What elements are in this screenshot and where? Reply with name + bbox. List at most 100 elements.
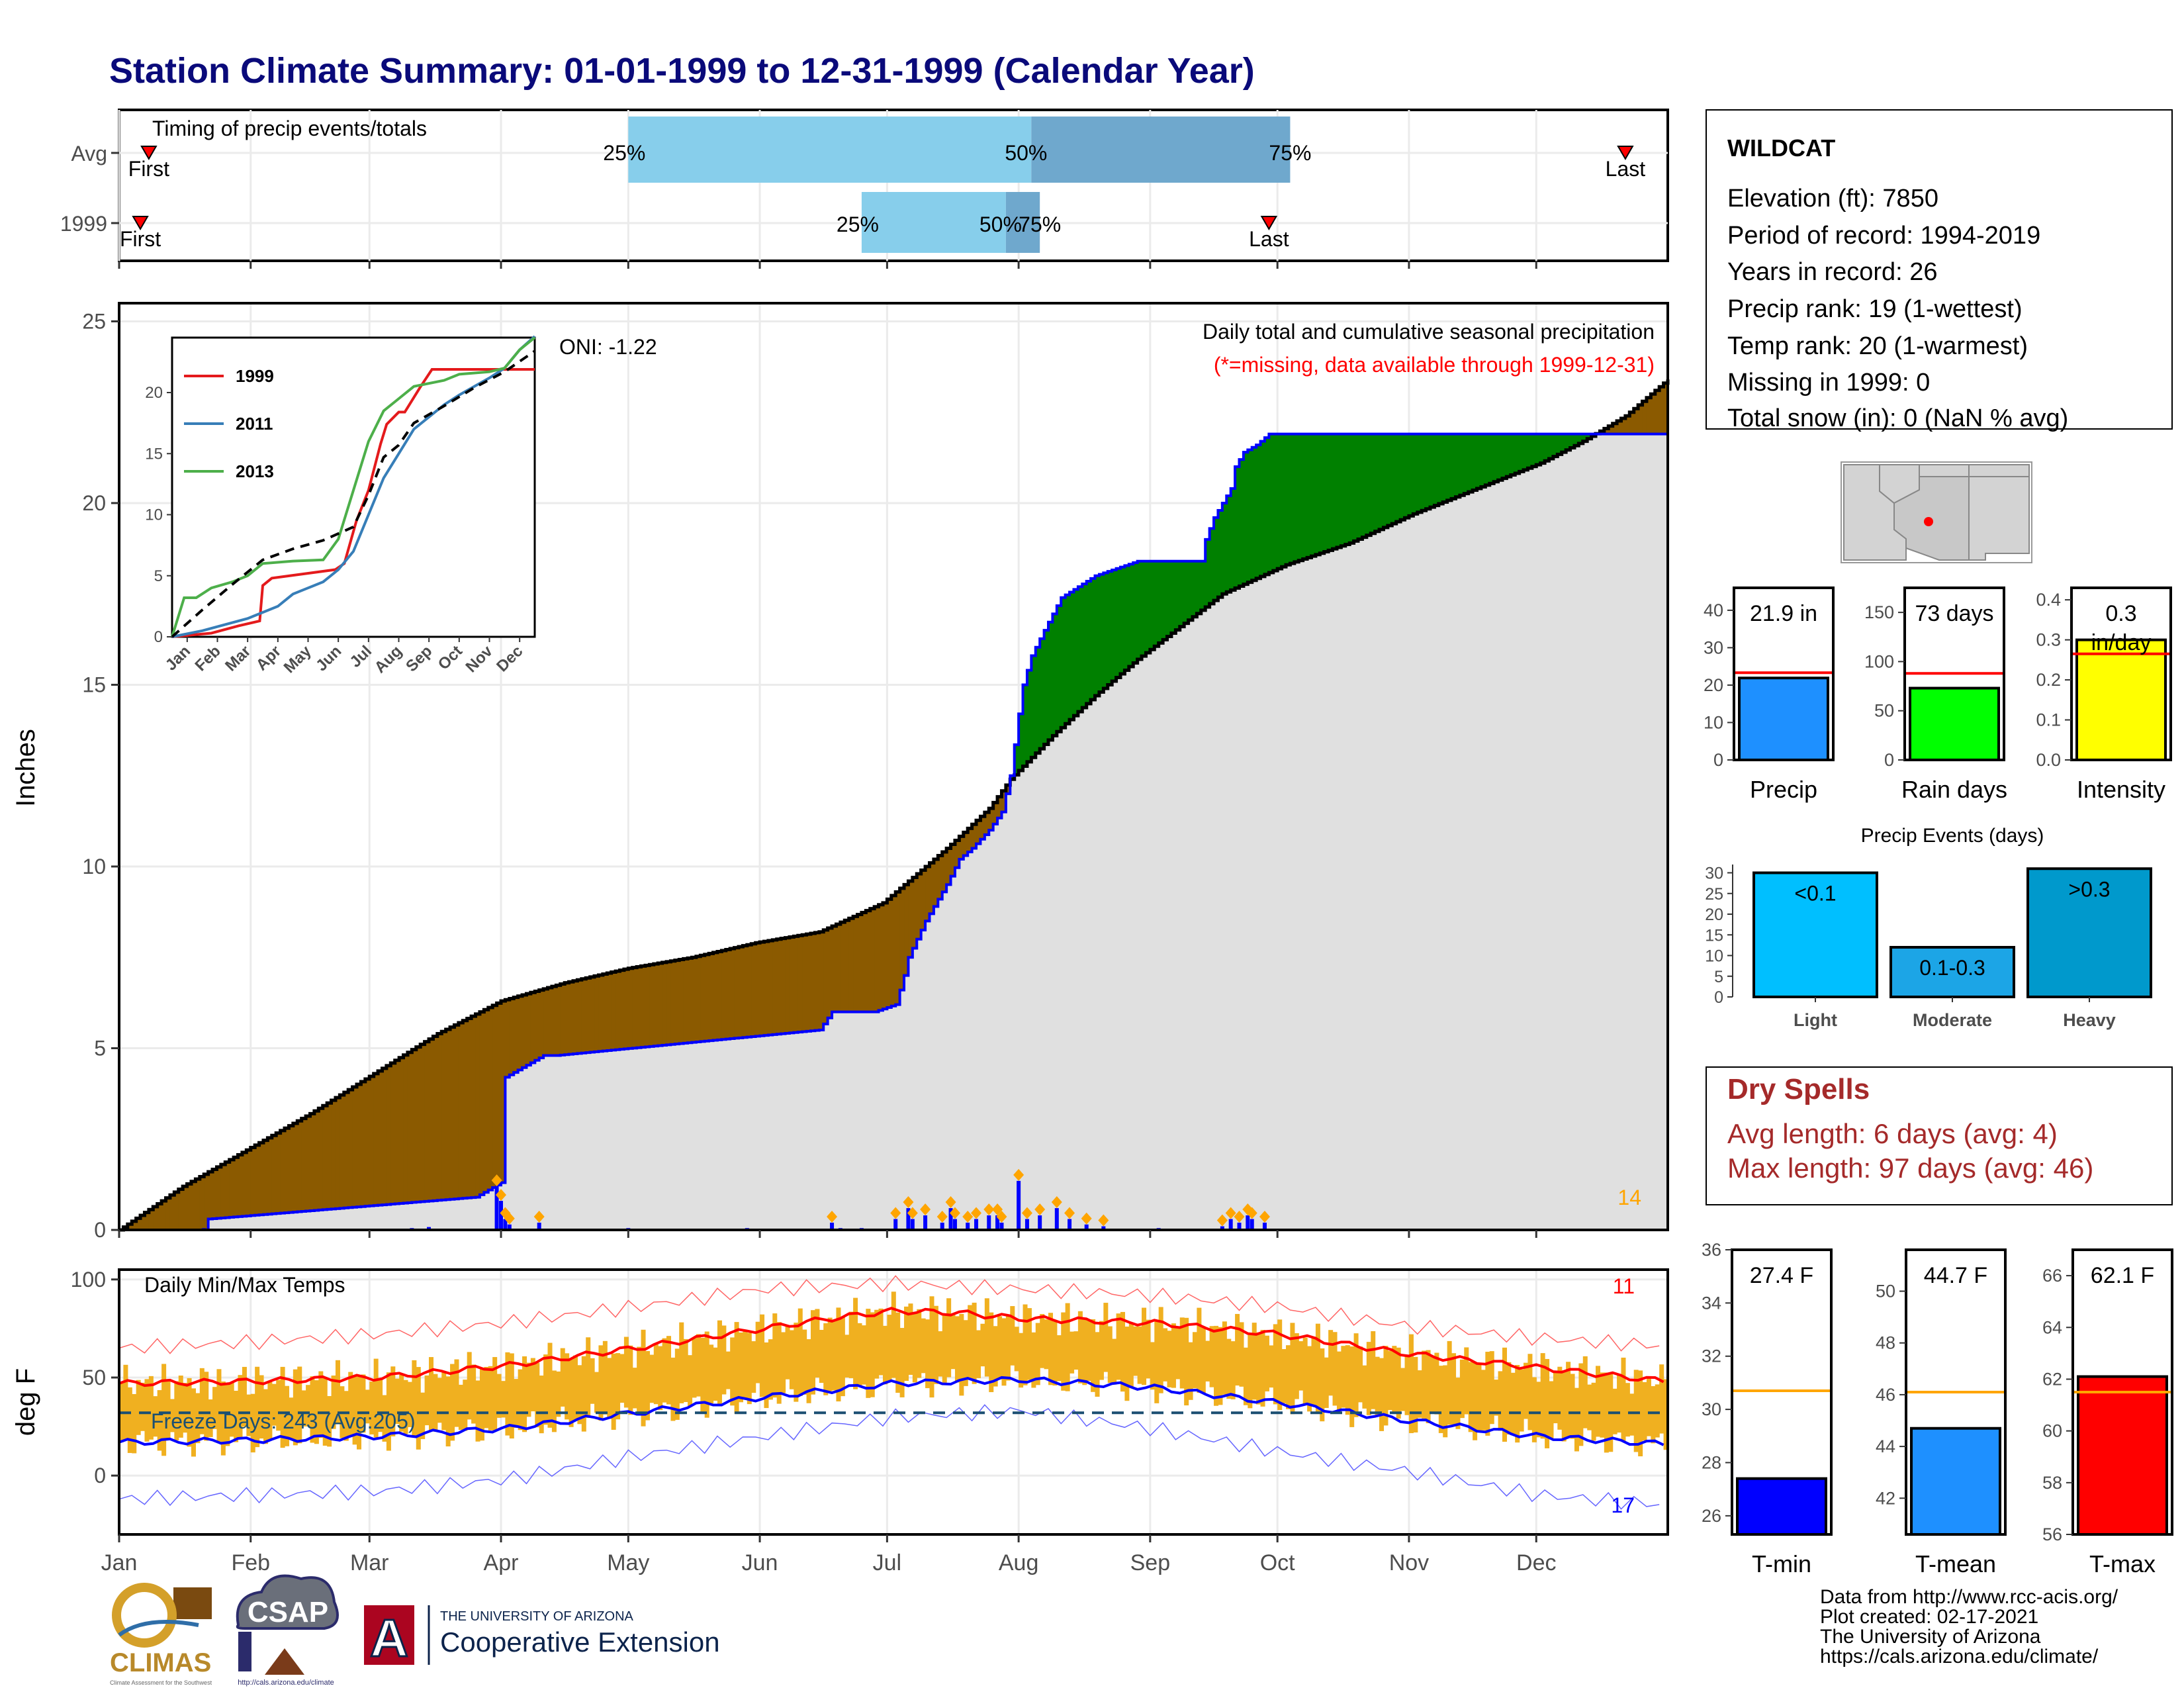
temp-daily-range-bar — [153, 1396, 158, 1437]
precip-deficit-area — [267, 1137, 273, 1215]
precip-y-tick-label: 15 — [82, 673, 106, 696]
temp-daily-range-bar — [1099, 1321, 1104, 1380]
precip-deficit-area — [357, 1084, 362, 1207]
precip-deficit-area — [933, 859, 938, 907]
temp-daily-range-bar — [373, 1358, 379, 1438]
temp-daily-range-bar — [565, 1353, 570, 1420]
events-category-label: Light — [1794, 1010, 1837, 1030]
precip-deficit-area — [199, 1176, 205, 1230]
temp-daily-range-bar — [250, 1393, 255, 1453]
temp-daily-range-bar — [1082, 1317, 1087, 1385]
summary-chart-y-tick-label: 20 — [1704, 675, 1723, 695]
precip-deficit-area — [475, 1013, 480, 1197]
temp-daily-range-bar — [271, 1383, 277, 1426]
temp-daily-range-bar — [997, 1316, 1003, 1380]
temp-daily-range-bar — [1455, 1378, 1461, 1429]
station-name: WILDCAT — [1727, 134, 1835, 162]
temp-daily-range-bar — [1256, 1332, 1261, 1405]
temp-daily-range-bar — [1328, 1330, 1334, 1396]
temp-daily-range-bar — [1201, 1326, 1206, 1393]
precip-event-diamond — [945, 1196, 956, 1209]
precip-daily-bar — [1024, 1219, 1029, 1230]
temp-daily-range-bar — [263, 1389, 268, 1444]
precip-deficit-area — [743, 945, 748, 1038]
timing-panel: Timing of precip events/totals Avg 1999 … — [60, 109, 1669, 262]
precip-deficit-area — [887, 899, 892, 1008]
ua-logo-bottom-text: Cooperative Extension — [440, 1626, 720, 1658]
precip-deficit-area — [797, 935, 803, 1033]
precip-event-diamond — [903, 1196, 914, 1209]
temp-daily-range-bar — [1447, 1340, 1452, 1425]
temp-daily-range-bar — [1574, 1387, 1579, 1452]
precip-daily-bar — [910, 1219, 915, 1230]
precip-deficit-area — [602, 974, 608, 1051]
temp-daily-range-bar — [692, 1337, 697, 1398]
precip-surplus-area — [1107, 571, 1113, 685]
inset-series-line — [171, 335, 536, 638]
temp-daily-range-bar — [1116, 1313, 1121, 1380]
precip-deficit-area — [1001, 790, 1007, 812]
precip-deficit-area — [946, 848, 952, 885]
precip-surplus-area — [1065, 594, 1070, 724]
precip-deficit-area — [607, 973, 612, 1051]
temp-daily-range-bar — [1061, 1312, 1066, 1391]
csap-logo: CSAP http://cals.arizona.edu/climate — [236, 1574, 339, 1687]
precip-daily-bar — [995, 1215, 1000, 1230]
temp-daily-range-bar — [132, 1393, 137, 1454]
temp-daily-range-bar — [1091, 1319, 1096, 1392]
precip-daily-bar — [830, 1223, 835, 1230]
summary-chart-y-tick-label: 40 — [1704, 600, 1723, 620]
precip-deficit-area — [551, 986, 557, 1056]
summary-bar-value — [2077, 1375, 2168, 1536]
temp-daily-range-bar — [1515, 1365, 1520, 1443]
temp-daily-range-bar — [569, 1359, 574, 1427]
summary-chart-value-label: 27.4 F — [1750, 1263, 1813, 1288]
temp-daily-range-bar — [1248, 1334, 1253, 1409]
temp-daily-range-bar — [730, 1337, 735, 1406]
footer-line-university: The University of Arizona — [1820, 1626, 2041, 1648]
precip-deficit-area — [772, 939, 778, 1035]
precip-surplus-area — [1150, 561, 1155, 650]
climas-logo-text: CLIMAS — [110, 1648, 211, 1677]
precip-deficit-area — [169, 1195, 175, 1230]
precip-surplus-area — [1443, 434, 1448, 502]
summary-chart-y-tick-label: 36 — [1702, 1240, 1721, 1260]
precip-deficit-area — [1604, 428, 1609, 434]
temp-daily-range-bar — [1400, 1368, 1406, 1411]
temp-daily-range-bar — [178, 1376, 183, 1438]
footer-line-plot-date: Plot created: 02-17-2021 — [1820, 1606, 2038, 1628]
summary-chart-value-label: 21.9 in — [1750, 601, 1817, 626]
temp-daily-range-bar — [1197, 1307, 1202, 1393]
temp-daily-range-bar — [963, 1320, 968, 1386]
timing-bar-25-50 — [861, 192, 1006, 253]
precip-surplus-area — [1413, 434, 1418, 514]
temp-daily-range-bar — [1413, 1356, 1418, 1432]
events-y-tick-label: 10 — [1705, 947, 1723, 966]
temp-daily-range-bar — [594, 1372, 600, 1413]
temp-daily-range-bar — [1290, 1323, 1295, 1415]
temp-daily-range-bar — [1663, 1379, 1668, 1450]
temp-daily-range-bar — [984, 1298, 989, 1377]
temp-daily-range-bar — [335, 1360, 340, 1425]
temp-daily-range-bar — [1251, 1323, 1257, 1400]
events-bar — [1889, 946, 2015, 998]
temp-daily-range-bar — [989, 1312, 994, 1393]
temp-daily-range-bar — [1077, 1311, 1083, 1383]
precip-deficit-area — [297, 1121, 302, 1212]
temp-daily-range-bar — [1477, 1363, 1482, 1430]
inset-y-tick-label: 15 — [145, 445, 163, 463]
precip-deficit-area — [619, 970, 625, 1050]
temp-daily-range-bar — [899, 1328, 905, 1397]
summary-chart-y-tick-label: 46 — [1876, 1385, 1895, 1405]
timing-bar-25-50 — [628, 117, 1032, 183]
temp-daily-range-bar — [285, 1385, 290, 1446]
temp-daily-range-bar — [174, 1381, 179, 1440]
precip-surplus-area — [1582, 434, 1588, 442]
temp-daily-range-bar — [1349, 1346, 1355, 1427]
temp-daily-range-bar — [942, 1313, 947, 1383]
precip-deficit-area — [882, 902, 887, 1009]
precip-deficit-area — [250, 1147, 255, 1216]
precip-surplus-area — [1387, 434, 1392, 526]
precip-surplus-area — [1358, 434, 1363, 539]
temp-corner-low: 17 — [1611, 1493, 1635, 1517]
